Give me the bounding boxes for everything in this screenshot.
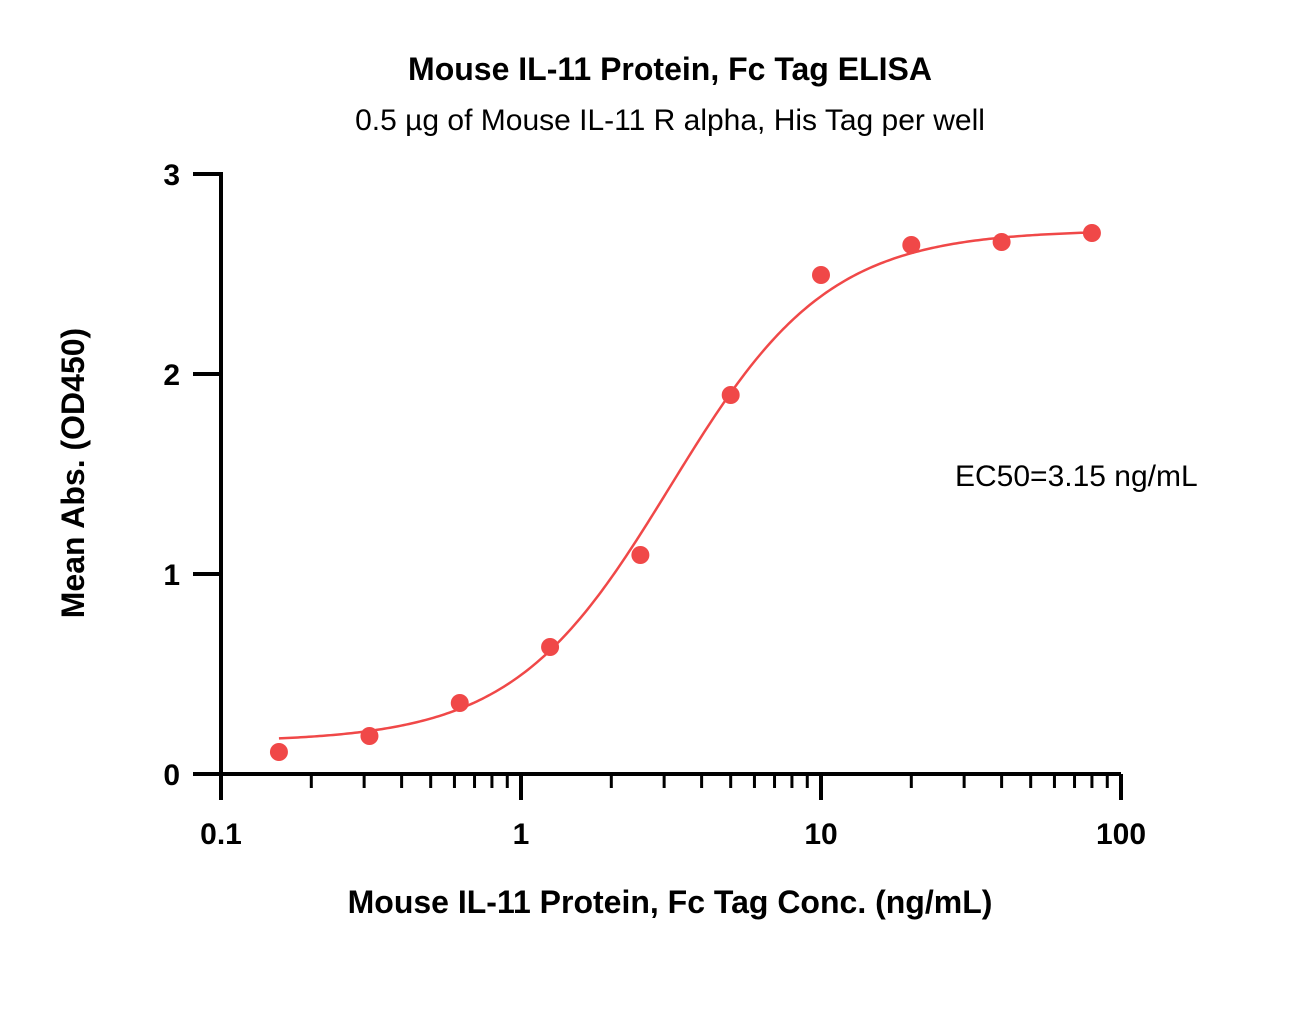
y-ticks: 0 1 2 3 [163, 159, 221, 792]
data-point [992, 233, 1011, 251]
data-point [631, 546, 650, 564]
data-point [1082, 224, 1101, 242]
data-point [541, 638, 560, 656]
y-tick-label: 1 [163, 559, 180, 592]
x-ticks: 0.1 1 10 100 [200, 774, 1146, 851]
x-tick-label: 100 [1096, 818, 1146, 851]
chart-subtitle: 0.5 µg of Mouse IL-11 R alpha, His Tag p… [355, 104, 985, 137]
data-point [360, 727, 379, 745]
y-tick-label: 3 [163, 159, 180, 192]
y-tick-label: 2 [163, 359, 180, 392]
x-axis-title: Mouse IL-11 Protein, Fc Tag Conc. (ng/mL… [348, 884, 993, 920]
x-tick-label: 1 [513, 818, 530, 851]
data-point [450, 694, 469, 712]
data-points [269, 224, 1101, 761]
axes [219, 172, 1121, 776]
chart-title: Mouse IL-11 Protein, Fc Tag ELISA [408, 51, 932, 87]
fit-curve [278, 231, 1092, 740]
data-point [721, 386, 740, 404]
data-point [812, 266, 830, 284]
data-point [269, 743, 288, 761]
ec50-annotation: EC50=3.15 ng/mL [955, 460, 1198, 493]
data-point [902, 236, 921, 254]
x-tick-label: 0.1 [200, 818, 242, 851]
y-tick-label: 0 [163, 759, 180, 792]
x-tick-label: 10 [804, 818, 837, 851]
y-axis-title: Mean Abs. (OD450) [55, 328, 91, 618]
